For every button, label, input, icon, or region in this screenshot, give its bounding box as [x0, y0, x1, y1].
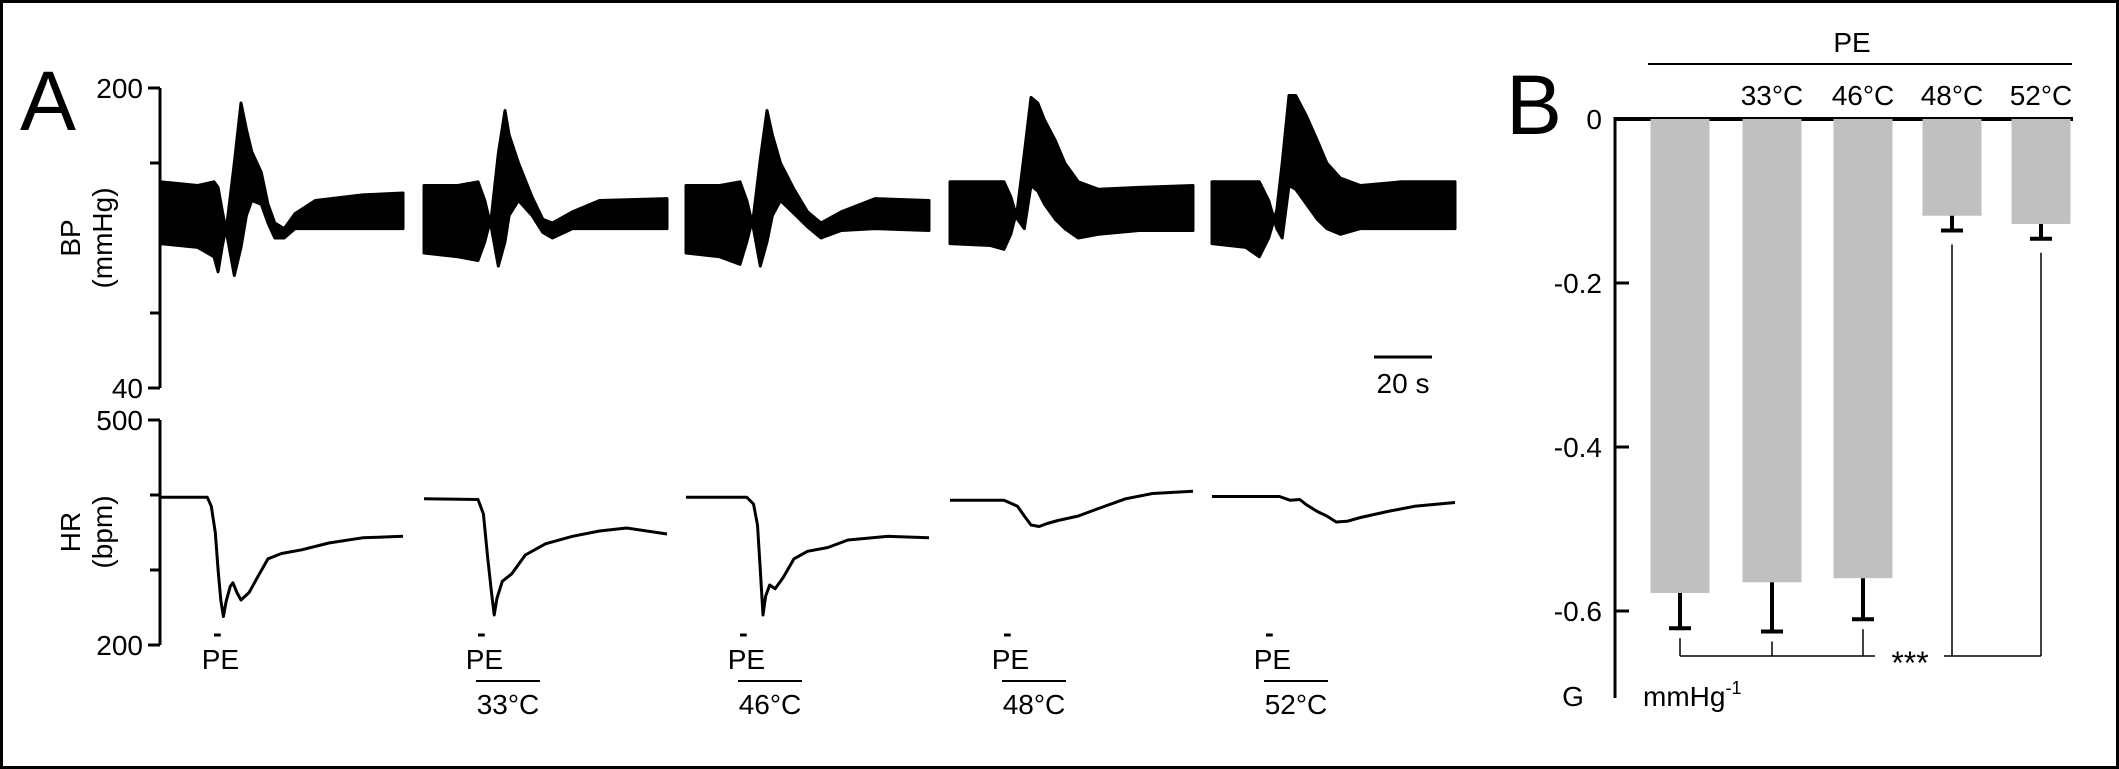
panel-b-bar-chart: PE 33°C 46°C 48°C 52°C 0-0.2-0.4-0.6 *** G …	[1554, 27, 2073, 712]
bp-trace-3	[684, 109, 931, 268]
bp-axis: 200 40 BP (mmHg)	[55, 73, 162, 404]
pe-label-3: PE	[728, 644, 765, 675]
temp-label-4: 48°C	[1003, 689, 1066, 720]
bp-tick-label-40: 40	[112, 373, 143, 404]
hr-axis-label: HR	[55, 512, 86, 552]
pe-label-1: PE	[202, 644, 239, 675]
significance-bracket: ***	[1679, 244, 2042, 681]
panel-b-letter: B	[1506, 58, 1562, 152]
bar-category-label-4: 48°C	[1921, 80, 1984, 111]
y-tick-label-3: -0.6	[1554, 596, 1602, 627]
bp-trace-5	[1210, 94, 1457, 259]
bp-trace-2	[422, 109, 669, 268]
bar-category-labels: 33°C 46°C 48°C 52°C	[1741, 80, 2073, 111]
bar-4	[1922, 119, 1982, 216]
y-tick-label-0: 0	[1586, 104, 1602, 135]
traces-layer: PE PE 33°C PE 46°C PE 48°C PE 52°C	[158, 94, 1457, 720]
y-unit-base: mmHg	[1643, 681, 1725, 712]
hr-trace-5	[1212, 495, 1456, 524]
y-unit-exp: -1	[1725, 678, 1741, 698]
y-tick-label-1: -0.2	[1554, 268, 1602, 299]
y-axis-label: G	[1562, 681, 1584, 712]
bar-2	[1742, 119, 1802, 583]
bp-trace-4	[948, 95, 1195, 251]
pe-header-label: PE	[1833, 27, 1870, 58]
pe-label-2: PE	[466, 644, 503, 675]
hr-tick-label-500: 500	[96, 405, 143, 436]
bar-3	[1833, 119, 1893, 579]
bp-axis-unit: (mmHg)	[87, 187, 118, 288]
bp-tick-label-200: 200	[96, 73, 143, 104]
hr-axis-unit: (bpm)	[87, 495, 118, 568]
bp-trace-1	[158, 101, 405, 277]
significance-label: ***	[1891, 645, 1928, 681]
pe-label-4: PE	[992, 644, 1029, 675]
bar-category-label-2: 33°C	[1741, 80, 1804, 111]
time-scale-bar: 20 s	[1374, 355, 1432, 399]
bar-category-label-5: 52°C	[2010, 80, 2073, 111]
y-tick-label-2: -0.4	[1554, 432, 1602, 463]
temp-label-3: 46°C	[739, 689, 802, 720]
hr-trace-2	[423, 497, 668, 617]
hr-trace-1	[160, 495, 404, 618]
y-axis-unit: mmHg-1	[1643, 678, 1741, 712]
y-ticks: 0 -0.2 -0.4 -0.6	[1554, 104, 1629, 627]
bp-axis-label: BP	[55, 219, 86, 256]
bar-category-label-3: 46°C	[1832, 80, 1895, 111]
hr-axis: 500 200 HR (bpm)	[55, 405, 162, 661]
hr-trace-4	[950, 489, 1194, 528]
temp-label-5: 52°C	[1265, 689, 1328, 720]
pe-label-5: PE	[1254, 644, 1291, 675]
bars-layer	[1650, 119, 2071, 634]
bar-5	[2011, 119, 2071, 224]
bar-1	[1650, 119, 1710, 593]
hr-tick-label-200: 200	[96, 630, 143, 661]
hr-trace-3	[686, 495, 930, 617]
temp-label-2: 33°C	[477, 689, 540, 720]
panel-a-letter: A	[20, 54, 76, 148]
scale-bar-label: 20 s	[1377, 368, 1430, 399]
